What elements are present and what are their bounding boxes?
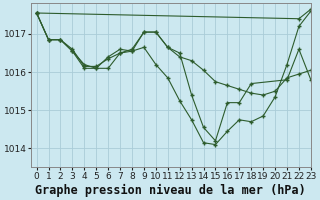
X-axis label: Graphe pression niveau de la mer (hPa): Graphe pression niveau de la mer (hPa) — [36, 183, 306, 197]
